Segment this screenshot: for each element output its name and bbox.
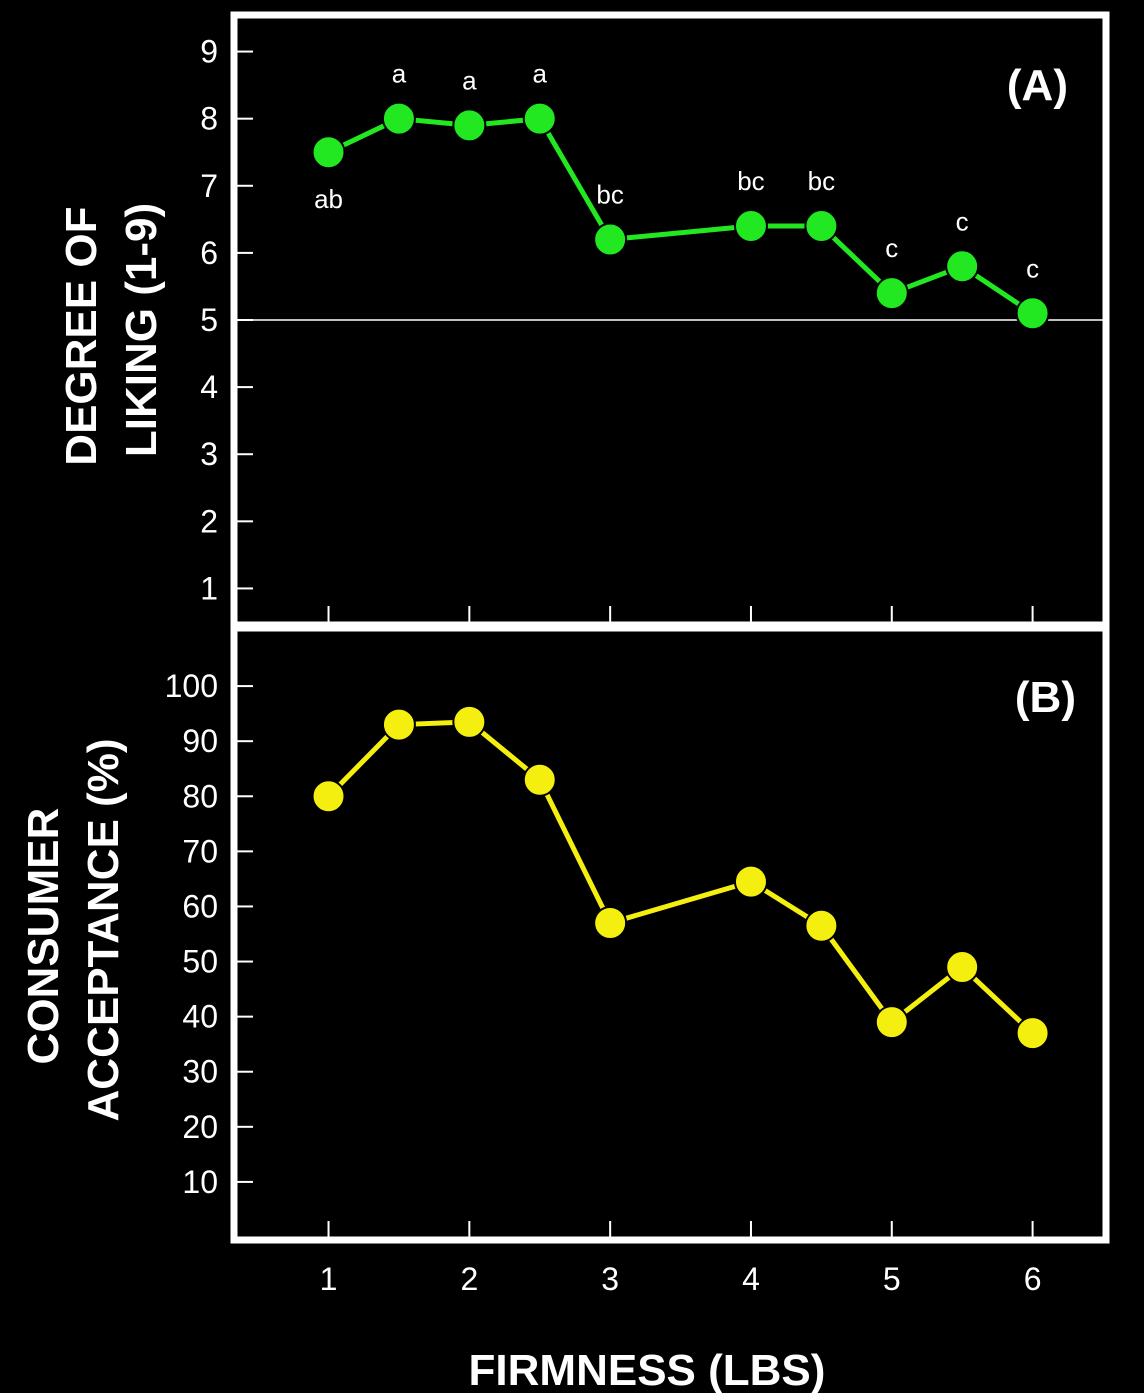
significance-label: a xyxy=(462,65,477,95)
a-y-tick-label: 2 xyxy=(200,503,218,539)
b-y-tick-label: 100 xyxy=(165,668,218,704)
x-tick-label: 5 xyxy=(883,1261,901,1297)
a-y-tick-label: 1 xyxy=(200,570,218,606)
x-tick-label: 4 xyxy=(742,1261,760,1297)
a-y-tick-label: 6 xyxy=(200,235,218,271)
b-data-point xyxy=(1015,1016,1050,1051)
b-data-point xyxy=(381,707,416,742)
panel-a-series-line xyxy=(327,116,1034,316)
significance-label: a xyxy=(533,59,548,89)
a-data-point xyxy=(733,209,768,244)
b-y-tick-label: 20 xyxy=(182,1109,218,1145)
b-y-tick-label: 60 xyxy=(182,888,218,924)
b-y-tick-label: 90 xyxy=(182,723,218,759)
a-data-point xyxy=(593,222,628,257)
significance-label: a xyxy=(392,59,407,89)
panel-a-y-axis-title: DEGREE OF LIKING (1-9) xyxy=(57,194,166,465)
significance-label: c xyxy=(956,206,969,236)
b-data-point xyxy=(733,864,768,899)
b-data-point xyxy=(593,905,628,940)
b-y-tick-label: 30 xyxy=(182,1054,218,1090)
a-data-point xyxy=(311,135,346,170)
significance-label: bc xyxy=(808,166,835,196)
b-y-tick-label: 40 xyxy=(182,999,218,1035)
b-y-tick-label: 50 xyxy=(182,944,218,980)
b-data-point xyxy=(804,908,839,943)
a-data-point xyxy=(452,108,487,143)
a-y-tick-label: 5 xyxy=(200,302,218,338)
significance-label: c xyxy=(1026,253,1039,283)
panel-b-consumer-acceptance: (B) 10 20 30 40 50 60 70 80 90 100 1 2 3 4 5 6 CONSUME… xyxy=(19,624,1110,1297)
b-y-tick-label: 80 xyxy=(182,778,218,814)
a-y-tick-label: 9 xyxy=(200,34,218,70)
b-data-point xyxy=(945,950,980,985)
a-data-point xyxy=(381,101,416,136)
significance-label: c xyxy=(885,233,898,263)
a-y-tick-label: 4 xyxy=(200,369,218,405)
significance-label: bc xyxy=(596,179,623,209)
panel-b-frame xyxy=(230,624,1110,1244)
x-tick-label: 3 xyxy=(601,1261,619,1297)
panel-a-y-ticks: 1 2 3 4 5 6 7 8 9 xyxy=(200,34,1034,622)
a-data-point xyxy=(804,209,839,244)
panel-b-series-line xyxy=(326,719,1035,1035)
a-y-tick-label: 7 xyxy=(200,168,218,204)
x-tick-label: 2 xyxy=(460,1261,478,1297)
panel-a-y-axis-title-line2: LIKING (1-9) xyxy=(117,203,166,457)
a-data-point xyxy=(522,101,557,136)
a-y-tick-label: 8 xyxy=(200,101,218,137)
a-y-tick-label: 3 xyxy=(200,436,218,472)
panel-a-y-axis-title-line1: DEGREE OF xyxy=(57,207,106,466)
panel-b-y-axis-title: CONSUMER ACCEPTANCE (%) xyxy=(19,739,128,1122)
panel-b-points xyxy=(311,704,1050,1051)
a-data-point xyxy=(874,276,909,311)
panel-b-label: (B) xyxy=(1015,673,1076,722)
x-tick-label: 1 xyxy=(320,1261,338,1297)
x-tick-label: 6 xyxy=(1024,1261,1042,1297)
panel-a-significance-labels: ab a a a bc bc bc c c c xyxy=(314,59,1039,284)
panel-a-points xyxy=(311,101,1050,331)
significance-label: bc xyxy=(737,166,764,196)
a-data-point xyxy=(1015,296,1050,331)
b-data-point xyxy=(311,779,346,814)
significance-label: ab xyxy=(314,184,343,214)
b-y-tick-label: 10 xyxy=(182,1164,218,1200)
x-axis-ticks: 1 2 3 4 5 6 xyxy=(320,1261,1042,1297)
b-data-point xyxy=(522,762,557,797)
panel-b-y-axis-title-line2: ACCEPTANCE (%) xyxy=(79,739,128,1122)
panel-a-label: (A) xyxy=(1007,61,1068,110)
panel-b-y-axis-title-line1: CONSUMER xyxy=(19,808,68,1065)
b-y-tick-label: 70 xyxy=(182,833,218,869)
a-data-point xyxy=(945,249,980,284)
panel-b-y-ticks: 10 20 30 40 50 60 70 80 90 100 xyxy=(165,668,1034,1237)
x-axis-title: FIRMNESS (LBS) xyxy=(469,1346,826,1393)
panel-a-degree-of-liking: (A) 1 2 3 4 5 6 7 8 9 ab a a a bc bc bc c c c DEGREE OF L… xyxy=(57,11,1110,629)
b-data-point xyxy=(452,704,487,739)
b-data-point xyxy=(874,1005,909,1040)
